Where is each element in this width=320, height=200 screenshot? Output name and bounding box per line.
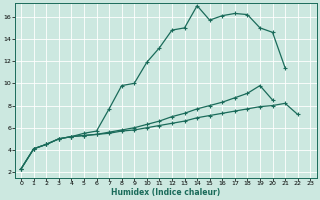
X-axis label: Humidex (Indice chaleur): Humidex (Indice chaleur)	[111, 188, 220, 197]
